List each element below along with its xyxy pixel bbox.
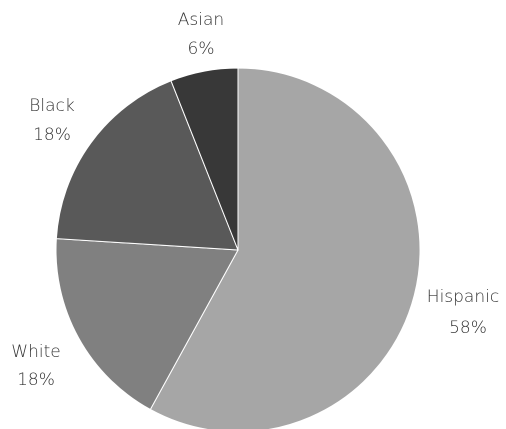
slice-value-white: 18% [17,370,55,390]
pie-slices [55,67,421,429]
pie-slice-hispanic [149,67,421,429]
slice-value-asian: 6% [188,39,215,59]
slice-value-black: 18% [33,125,71,145]
slice-value-hispanic: 58% [449,318,487,338]
pie-slice-black [55,80,239,251]
slice-label-black: Black [29,96,75,116]
slice-label-hispanic: Hispanic [427,287,499,307]
pie-slice-white [55,238,239,411]
pie-slice-asian [170,67,239,251]
slice-label-white: White [11,342,60,362]
slice-label-asian: Asian [178,10,224,30]
